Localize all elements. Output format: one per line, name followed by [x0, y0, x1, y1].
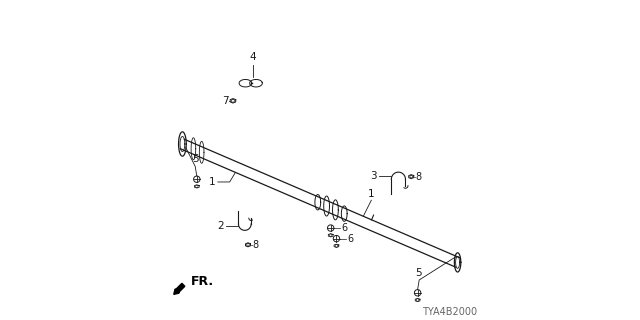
Text: 5: 5	[415, 268, 422, 278]
Text: 8: 8	[416, 172, 422, 182]
Text: 8: 8	[253, 240, 259, 250]
Text: 1: 1	[368, 189, 374, 199]
Text: FR.: FR.	[191, 275, 214, 288]
Text: 3: 3	[370, 171, 376, 181]
Text: TYA4B2000: TYA4B2000	[422, 307, 477, 317]
Text: 5: 5	[193, 154, 199, 164]
Text: 6: 6	[347, 234, 353, 244]
Text: 4: 4	[250, 52, 256, 62]
FancyArrow shape	[174, 283, 185, 294]
Text: 6: 6	[341, 223, 348, 233]
Text: 7: 7	[222, 96, 228, 106]
Text: 1: 1	[209, 177, 216, 187]
Text: 2: 2	[218, 220, 225, 231]
